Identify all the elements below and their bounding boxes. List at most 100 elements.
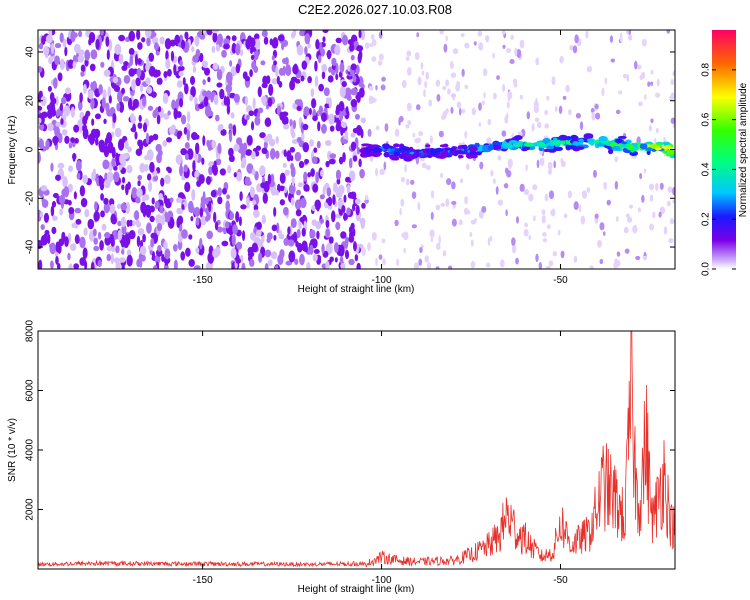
signal-blob <box>654 147 662 151</box>
signal-blob <box>586 138 595 143</box>
faint-speckle <box>369 42 374 47</box>
noise-speckle <box>297 182 303 188</box>
faint-speckle <box>367 242 371 252</box>
faint-speckle <box>451 181 456 190</box>
faint-speckle <box>670 79 675 86</box>
faint-speckle <box>412 132 416 138</box>
noise-speckle <box>165 58 171 69</box>
noise-speckle <box>160 214 166 226</box>
noise-speckle <box>94 137 99 146</box>
faint-speckle <box>546 224 551 230</box>
noise-speckle <box>311 156 318 165</box>
noise-speckle <box>134 53 138 66</box>
faint-speckle <box>479 161 484 170</box>
signal-blob <box>568 144 577 150</box>
faint-speckle <box>670 92 675 100</box>
noise-speckle <box>82 174 88 184</box>
noise-speckle <box>87 90 94 100</box>
noise-speckle <box>315 39 320 50</box>
noise-speckle <box>73 191 77 200</box>
signal-blob <box>457 145 463 150</box>
faint-speckle <box>548 260 554 267</box>
noise-speckle <box>68 142 73 149</box>
noise-speckle <box>346 184 351 194</box>
faint-speckle <box>625 213 630 218</box>
noise-speckle <box>135 77 141 87</box>
noise-speckle <box>341 121 348 129</box>
faint-speckle <box>601 87 605 97</box>
noise-speckle <box>55 255 59 265</box>
faint-speckle <box>464 84 469 90</box>
noise-speckle <box>355 204 360 216</box>
noise-speckle <box>118 101 125 113</box>
noise-speckle <box>191 188 196 201</box>
faint-speckle <box>545 265 551 269</box>
faint-speckle <box>670 117 675 124</box>
faint-speckle <box>658 211 662 218</box>
faint-speckle <box>503 183 509 189</box>
faint-speckle <box>632 224 638 234</box>
faint-speckle <box>404 164 407 173</box>
faint-speckle <box>465 163 470 170</box>
faint-speckle <box>580 215 586 225</box>
noise-speckle <box>163 113 170 120</box>
noise-speckle <box>335 62 339 75</box>
noise-speckle <box>344 249 350 260</box>
noise-speckle <box>326 187 332 197</box>
faint-speckle <box>590 107 595 114</box>
noise-speckle <box>274 265 279 269</box>
noise-speckle <box>301 227 306 237</box>
noise-speckle <box>260 182 266 189</box>
noise-speckle <box>254 171 259 181</box>
noise-speckle <box>189 94 194 102</box>
faint-speckle <box>579 121 584 131</box>
noise-speckle <box>219 88 225 100</box>
noise-speckle <box>50 42 55 55</box>
faint-speckle <box>589 265 594 269</box>
noise-speckle <box>195 247 200 254</box>
faint-speckle <box>523 188 530 196</box>
noise-speckle <box>359 168 365 179</box>
noise-speckle <box>228 130 233 143</box>
noise-speckle <box>318 83 324 92</box>
noise-speckle <box>245 180 252 186</box>
faint-speckle <box>364 194 369 201</box>
faint-speckle <box>368 85 374 91</box>
noise-speckle <box>121 87 126 95</box>
faint-speckle <box>398 117 401 126</box>
noise-speckle <box>67 252 71 261</box>
noise-speckle <box>186 129 191 141</box>
noise-speckle <box>94 113 101 120</box>
faint-speckle <box>541 209 546 216</box>
noise-speckle <box>329 153 337 159</box>
noise-speckle <box>104 172 108 182</box>
noise-speckle <box>295 241 299 248</box>
y-tick-label: 8000 <box>25 319 36 342</box>
noise-speckle <box>51 215 58 221</box>
noise-speckle <box>178 70 184 77</box>
noise-speckle <box>147 105 154 111</box>
noise-speckle <box>136 30 141 40</box>
noise-speckle <box>231 42 237 54</box>
faint-speckle <box>415 104 421 111</box>
noise-speckle <box>272 37 279 49</box>
noise-speckle <box>327 196 333 207</box>
noise-speckle <box>325 160 330 168</box>
noise-speckle <box>300 75 305 82</box>
noise-speckle <box>38 138 44 150</box>
noise-speckle <box>344 130 349 140</box>
noise-speckle <box>157 105 162 113</box>
noise-speckle <box>208 200 212 213</box>
noise-speckle <box>167 110 171 116</box>
signal-blob <box>474 151 482 156</box>
noise-speckle <box>64 135 70 144</box>
noise-speckle <box>122 96 130 102</box>
noise-speckle <box>74 234 80 245</box>
faint-speckle <box>514 47 518 57</box>
noise-speckle <box>106 245 113 252</box>
noise-speckle <box>274 150 280 159</box>
signal-blob <box>506 142 512 149</box>
noise-speckle <box>106 171 114 183</box>
noise-speckle <box>80 197 88 208</box>
noise-speckle <box>206 230 214 240</box>
